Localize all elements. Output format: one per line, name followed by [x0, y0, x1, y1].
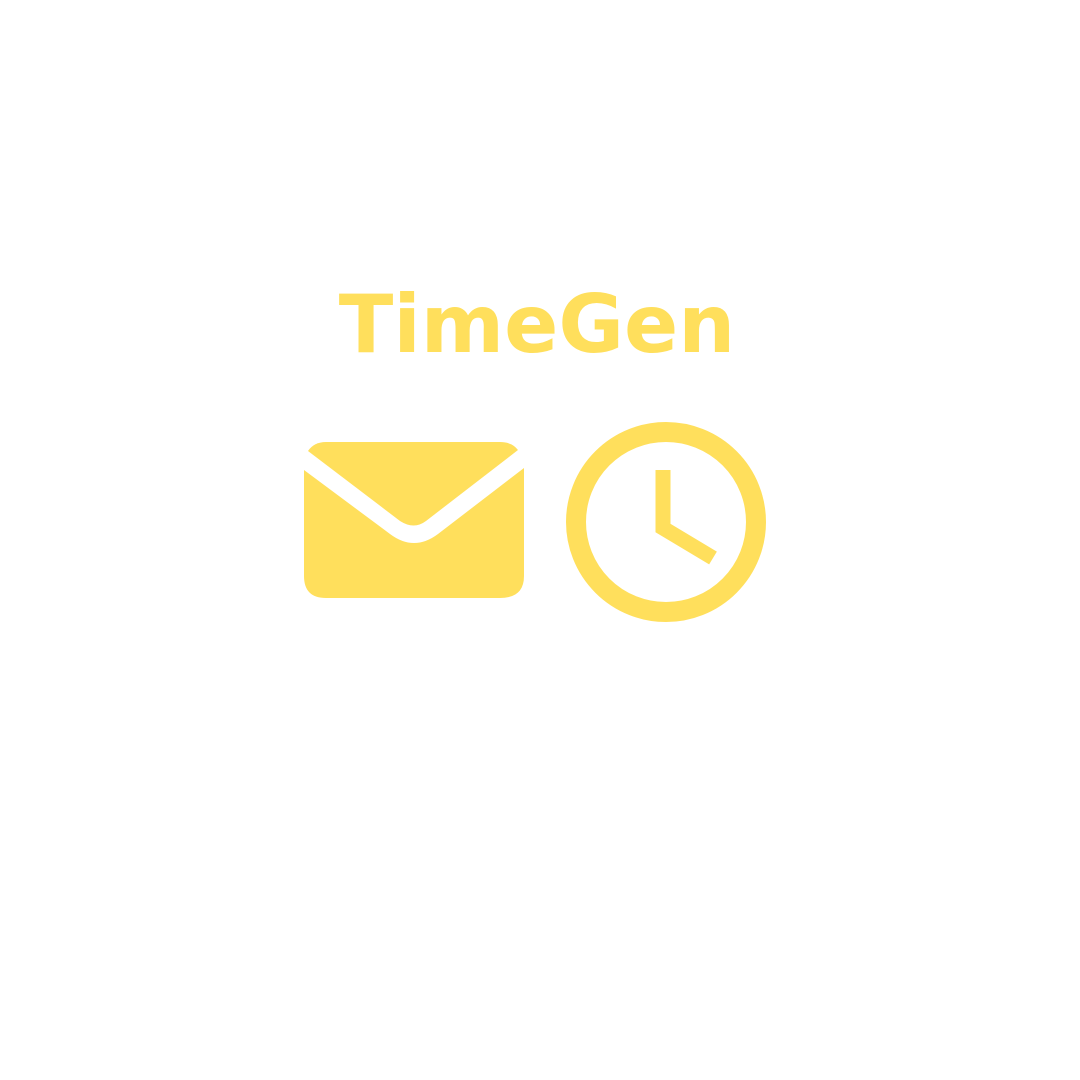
envelope-body	[304, 468, 524, 598]
logo: TimeGen	[302, 270, 772, 630]
clock-hands	[655, 470, 717, 565]
envelope-flap	[308, 442, 518, 526]
clock-face	[566, 422, 766, 622]
envelope-icon	[304, 442, 524, 598]
brand-name: TimeGen	[338, 278, 736, 371]
clock-icon	[566, 422, 766, 622]
